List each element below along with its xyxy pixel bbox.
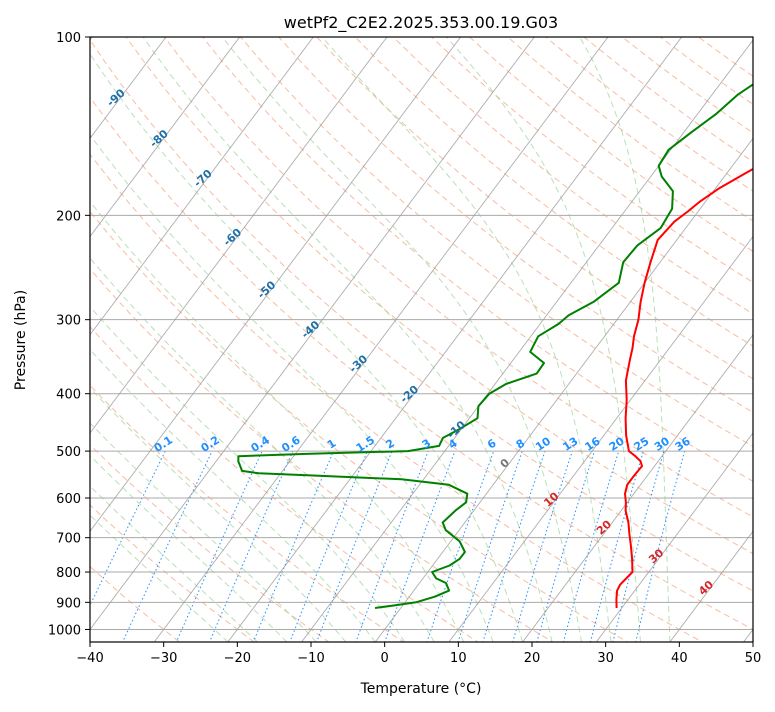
axes: −40 −30 −20 −10 0 10 20 30 40 50 100 200 300 400 500 60… [48, 31, 761, 666]
x-tick-label: 10 [450, 651, 467, 666]
x-tick-label: 20 [524, 651, 541, 666]
isotherm--20 [227, 37, 683, 642]
isotherm-20 [522, 334, 753, 642]
dry-adiabat [239, 37, 753, 447]
plot-frame [89, 36, 754, 643]
x-tick-label: −40 [76, 651, 103, 666]
moist-adiabat [90, 422, 317, 642]
isotherm--70 [90, 37, 314, 336]
dry-adiabat [90, 443, 330, 642]
profile-lines [237, 83, 753, 609]
dry-adiabat [90, 153, 704, 642]
chart-title: wetPf2_C2E2.2025.353.00.19.G03 [284, 13, 558, 33]
y-tick-label: 700 [56, 532, 81, 547]
dry-adiabat [201, 37, 753, 482]
x-tick-label: 40 [671, 651, 688, 666]
isotherm--30 [153, 37, 609, 642]
y-tick-label: 100 [56, 31, 81, 46]
x-tick-label: 50 [745, 651, 762, 666]
moist-adiabat [90, 485, 258, 642]
x-tick-label: −10 [297, 651, 324, 666]
isotherm--80 [90, 37, 241, 238]
dry-adiabat [90, 268, 554, 642]
moist-adiabat [321, 37, 612, 642]
moist-adiabat [90, 133, 494, 642]
y-tick-label: 300 [56, 314, 81, 329]
dry-adiabat [90, 210, 629, 642]
grid-lines [90, 37, 753, 642]
x-tick-label: −20 [224, 651, 251, 666]
x-tick-label: 30 [597, 651, 614, 666]
moist-adiabat [90, 454, 288, 642]
moist-adiabat [221, 37, 582, 642]
y-tick-label: 1000 [48, 623, 81, 638]
isotherm--60 [90, 37, 388, 434]
moist-adiabat [142, 37, 553, 642]
dry-adiabat [90, 96, 753, 630]
x-tick-label: −30 [150, 651, 177, 666]
moist-adiabat [90, 200, 465, 642]
y-tick-label: 600 [56, 492, 81, 507]
x-tick-label: 0 [381, 651, 389, 666]
moist-adiabat [90, 514, 229, 642]
y-tick-label: 500 [56, 445, 81, 460]
dry-adiabat [316, 37, 753, 380]
series-temperature-line [615, 167, 753, 609]
dry-adiabat [354, 37, 753, 347]
x-axis-label: Temperature (°C) [360, 681, 482, 697]
background-lines [90, 37, 753, 642]
series-dewpoint-line [237, 83, 753, 609]
isotherm--40 [90, 37, 535, 631]
isotherm-40 [669, 530, 753, 642]
dry-adiabat [90, 504, 255, 642]
isotherm-10 [448, 235, 753, 642]
y-axis-label: Pressure (hPa) [13, 290, 29, 390]
y-tick-label: 400 [56, 388, 81, 403]
isotherm--50 [90, 37, 462, 532]
y-tick-label: 900 [56, 596, 81, 611]
dry-adiabat [163, 37, 753, 518]
moist-adiabat [90, 52, 524, 642]
moist-adiabat [90, 348, 376, 642]
isotherm-30 [595, 432, 753, 642]
isotherm-0 [374, 137, 753, 642]
y-tick-label: 200 [56, 209, 81, 224]
isotherm--90 [90, 37, 167, 140]
isotherm--10 [301, 39, 753, 642]
y-tick-label: 800 [56, 566, 81, 581]
moist-adiabat [579, 37, 671, 642]
